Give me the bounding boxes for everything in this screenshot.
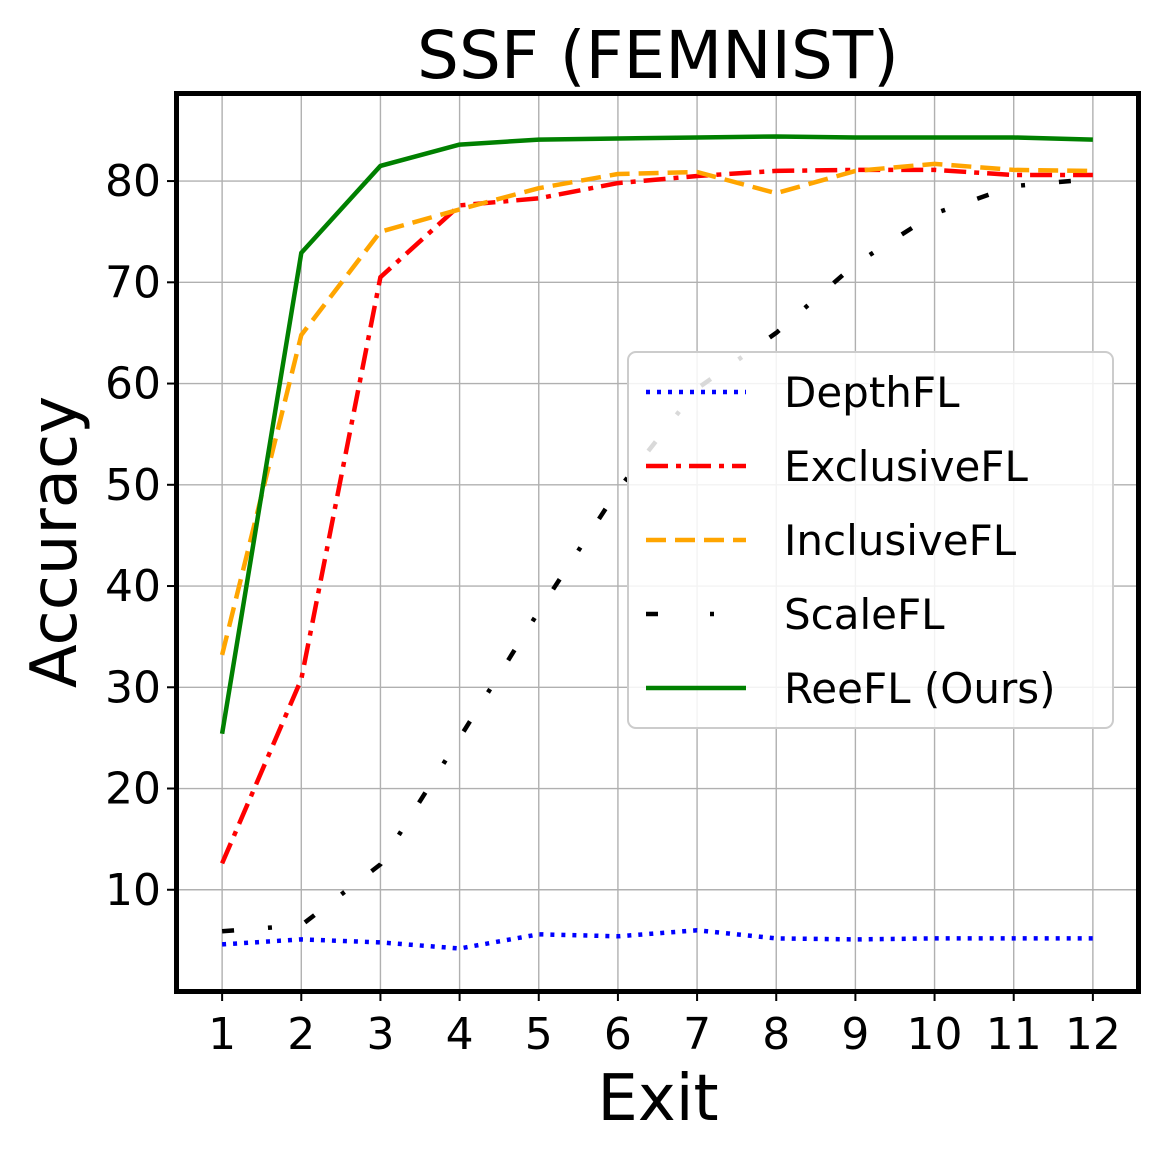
x-tick-label: 11 [986, 1009, 1042, 1060]
x-tick-label: 1 [208, 1009, 236, 1060]
y-tick-label: 80 [105, 156, 161, 207]
x-tick-label: 3 [366, 1009, 394, 1060]
x-tick-label: 2 [287, 1009, 315, 1060]
plot-frame [174, 91, 1141, 994]
x-tick-label: 6 [604, 1009, 632, 1060]
x-tick-label: 4 [446, 1009, 474, 1060]
x-tick-label: 5 [525, 1009, 553, 1060]
chart-title: SSF (FEMNIST) [417, 17, 899, 94]
series-lines [219, 134, 1094, 951]
y-tick-label: 40 [105, 561, 161, 612]
x-tick-label: 8 [762, 1009, 790, 1060]
series-line-inclusivefl [219, 161, 1093, 656]
legend-label: ScaleFL [784, 590, 945, 639]
x-tick-label: 9 [841, 1009, 869, 1060]
legend-label: DepthFL [784, 368, 960, 417]
legend-label: InclusiveFL [784, 516, 1017, 565]
x-tick-label: 7 [683, 1009, 711, 1060]
x-axis-label: Exit [597, 1062, 718, 1136]
y-tick-label: 60 [105, 359, 161, 410]
legend-label: ExclusiveFL [784, 442, 1028, 491]
series-line-exclusivefl [220, 167, 1093, 865]
y-tick-label: 30 [105, 662, 161, 713]
legend-label: ReeFL (Ours) [784, 664, 1055, 713]
x-tick-label: 12 [1065, 1009, 1121, 1060]
y-tick-label: 50 [105, 460, 161, 511]
legend-entries: DepthFL ExclusiveFL InclusiveFL ScaleFL ReeF… [646, 368, 1055, 713]
y-tick-label: 10 [105, 865, 161, 916]
y-tick-label: 70 [105, 257, 161, 308]
series-line-reefl-ours [219, 134, 1093, 735]
legend-frame [627, 351, 1114, 729]
legend: DepthFL ExclusiveFL InclusiveFL ScaleFL ReeF… [627, 351, 1114, 729]
x-tick-label: 10 [907, 1009, 963, 1060]
y-axis-label: Accuracy [18, 396, 92, 688]
series-line-depthfl [221, 928, 1093, 951]
y-tick-label: 20 [105, 764, 161, 815]
